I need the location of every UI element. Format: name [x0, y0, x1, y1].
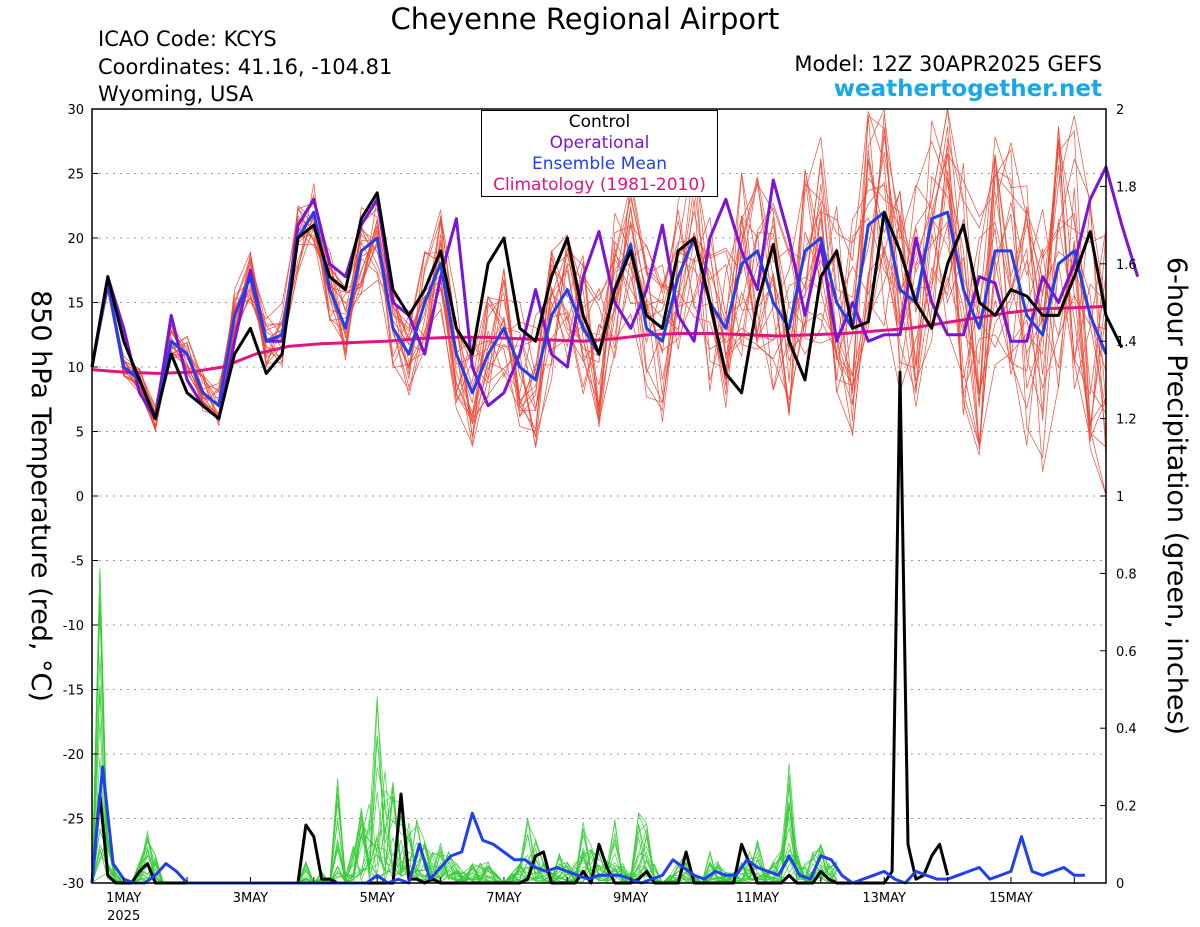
- y-tick-label: -20: [63, 748, 84, 763]
- coordinates: Coordinates: 41.16, -104.81: [98, 55, 393, 79]
- y-tick-label: 10: [67, 361, 84, 376]
- y2-tick-label: 2: [1116, 103, 1124, 118]
- x-tick-label: 11MAY: [736, 891, 780, 906]
- y-axis-label: 850 hPa Temperature (red, °C): [25, 290, 56, 702]
- precip-member-line: [91, 570, 838, 884]
- x-tick-label: 7MAY: [486, 891, 521, 906]
- y2-tick-label: 0.4: [1116, 722, 1137, 737]
- y-tick-label: -5: [71, 555, 84, 570]
- y-tick-label: -25: [63, 813, 84, 828]
- precip-member-line: [91, 763, 837, 884]
- y2-axis-label: 6-hour Precipitation (green, inches): [1161, 257, 1192, 735]
- x-tick-label: 1MAY: [106, 891, 141, 906]
- y-tick-label: 0: [76, 490, 84, 505]
- y-tick-label: 30: [67, 103, 84, 118]
- series-layer: [90, 165, 1140, 885]
- precip-member-line: [91, 785, 837, 884]
- x-tick-label: 9MAY: [613, 891, 648, 906]
- y-tick-label: 25: [67, 168, 84, 183]
- ensemble-mean-line: [90, 210, 1108, 421]
- legend-item-climatology: Climatology (1981-2010): [493, 175, 706, 195]
- climatology-line: [91, 304, 1107, 375]
- region: Wyoming, USA: [98, 82, 254, 106]
- x-tick-label: 15MAY: [989, 891, 1033, 906]
- x-tick-sublabel: 2025: [107, 909, 140, 924]
- x-tick-label: 5MAY: [360, 891, 395, 906]
- y2-tick-label: 0.8: [1116, 567, 1137, 582]
- legend: Control Operational Ensemble Mean Climat…: [481, 110, 718, 197]
- temp-member-line: [91, 158, 1107, 448]
- y2-tick-label: 1: [1116, 490, 1124, 505]
- legend-item-operational: Operational: [549, 133, 650, 153]
- page-title: Cheyenne Regional Airport: [390, 2, 780, 36]
- ensemble-mean-precip-line: [90, 765, 1085, 885]
- y2-tick-label: 0.6: [1116, 645, 1137, 660]
- site-link[interactable]: weathertogether.net: [833, 76, 1102, 102]
- y-tick-label: 5: [76, 426, 84, 441]
- legend-item-ensemble-mean: Ensemble Mean: [531, 154, 668, 174]
- x-tick-label: 13MAY: [862, 891, 906, 906]
- y2-tick-label: 1.4: [1116, 335, 1137, 350]
- legend-item-control: Control: [568, 112, 631, 132]
- precip-member-line: [91, 567, 838, 884]
- temp-member-line: [91, 163, 1107, 431]
- y-tick-label: -15: [63, 684, 84, 699]
- y-tick-label: -30: [63, 877, 84, 892]
- x-tick-label: 3MAY: [233, 891, 268, 906]
- y-tick-label: 15: [67, 297, 84, 312]
- y2-tick-label: 1.8: [1116, 180, 1137, 195]
- model-run: Model: 12Z 30APR2025 GEFS: [794, 52, 1102, 76]
- y2-tick-label: 1.6: [1116, 258, 1137, 273]
- temp-member-line: [91, 108, 1107, 429]
- control-precip-line: [90, 370, 950, 885]
- precip-member-line: [91, 685, 837, 885]
- icao-code: ICAO Code: KCYS: [98, 27, 277, 51]
- y2-tick-label: 1.2: [1116, 413, 1137, 428]
- y2-tick-label: 0.2: [1116, 800, 1137, 815]
- control-line: [90, 191, 1124, 421]
- y-tick-label: 20: [67, 232, 84, 247]
- temp-member-line: [91, 126, 1107, 450]
- precip-member-line: [91, 721, 837, 885]
- precip-member-line: [91, 704, 837, 884]
- y-tick-label: -10: [63, 619, 84, 634]
- axes-layer: 302520151050-5-10-15-20-25-3021.81.61.41…: [63, 103, 1137, 924]
- precip-member-line: [91, 690, 837, 884]
- y2-tick-label: 0: [1116, 877, 1124, 892]
- precip-member-line: [91, 778, 837, 884]
- precip-member-line: [91, 735, 838, 884]
- precip-member-line: [91, 757, 838, 884]
- precip-member-line: [91, 785, 837, 884]
